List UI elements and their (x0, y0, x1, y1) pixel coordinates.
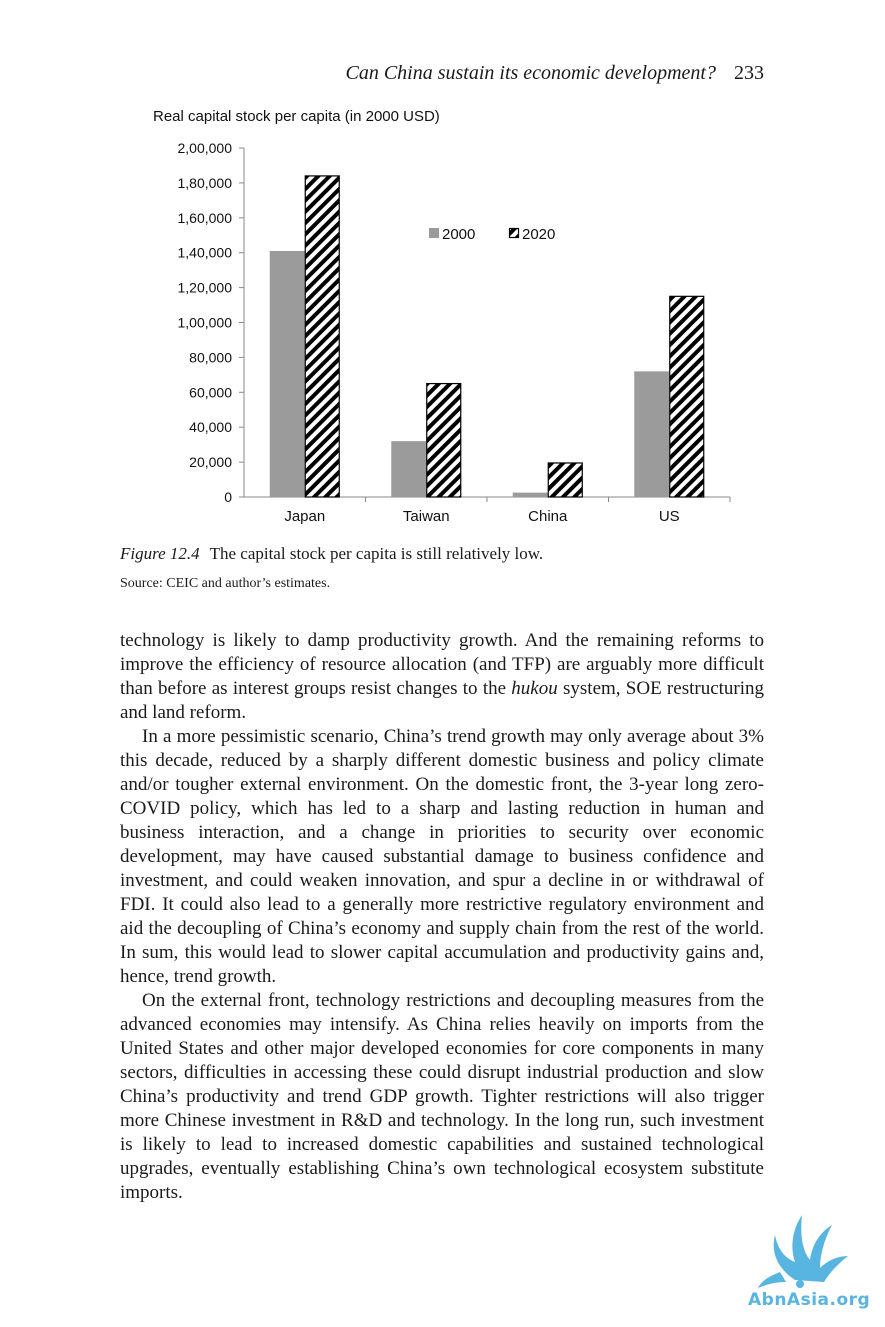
paragraph-1-end: system, SOE restructuring and land refor… (120, 678, 765, 723)
bar-2020-china (547, 462, 583, 498)
bar-2000-us (634, 371, 670, 497)
bird-logo-icon (758, 1215, 848, 1288)
y-tick-label: 60,000 (189, 384, 232, 400)
paragraph-1: technology is likely to damp productivit… (120, 629, 764, 725)
bar-chart: Real capital stock per capita (in 2000 U… (153, 108, 731, 525)
figure-source: Source: CEIC and author’s estimates. (120, 576, 331, 591)
bars (269, 175, 705, 498)
x-tick-label: Taiwan (403, 508, 450, 525)
bar-2020-us (669, 295, 705, 498)
x-tick-label: US (659, 508, 680, 525)
y-tick-label: 40,000 (189, 419, 232, 435)
y-tick-label: 2,00,000 (178, 140, 233, 156)
watermark-text: AbnAsia.org (748, 1290, 871, 1310)
running-header: Can China sustain its economic developme… (120, 62, 764, 85)
legend-label-2000: 2000 (442, 226, 475, 243)
bar-2000-japan (269, 250, 305, 497)
watermark: AbnAsia.org (740, 1210, 885, 1320)
x-tick-label: China (528, 508, 568, 525)
bar-2020-japan (304, 175, 340, 498)
chart-title: Real capital stock per capita (in 2000 U… (153, 108, 440, 125)
figure-chart: Real capital stock per capita (in 2000 U… (120, 100, 760, 540)
y-axis: 0 20,000 40,000 60,000 80,000 1,00,000 1,20,00… (178, 140, 245, 505)
y-tick-label: 1,60,000 (178, 210, 233, 226)
x-tick-label: Japan (284, 508, 325, 525)
figure-caption-text: The capital stock per capita is still re… (209, 544, 544, 563)
y-tick-label: 1,00,000 (178, 315, 233, 331)
y-tick-label: 20,000 (189, 454, 232, 470)
paragraph-1-emphasis: hukou (511, 678, 558, 699)
paragraph-3: On the external front, technology restri… (120, 990, 764, 1203)
bar-2020-taiwan (426, 382, 462, 498)
y-tick-label: 0 (224, 489, 232, 505)
legend: 2000 2020 (429, 226, 555, 243)
figure-caption: Figure 12.4 The capital stock per capita… (120, 544, 764, 564)
y-tick-label: 80,000 (189, 349, 232, 365)
legend-swatch-2000 (429, 228, 439, 238)
legend-swatch-2020 (508, 227, 520, 239)
legend-label-2020: 2020 (522, 226, 555, 243)
paragraph-2: In a more pessimistic scenario, China’s … (120, 726, 764, 987)
y-tick-label: 1,80,000 (178, 175, 233, 191)
page-number: 233 (734, 62, 764, 84)
bar-2000-taiwan (391, 441, 427, 497)
x-axis: Japan Taiwan China US (244, 496, 731, 525)
paragraph-1-text: technology is likely to damp productivit… (120, 630, 764, 699)
figure-label: Figure 12.4 (120, 544, 200, 563)
bar-2000-china (512, 492, 548, 497)
body-text: technology is likely to damp productivit… (120, 629, 764, 1205)
y-tick-label: 1,40,000 (178, 245, 233, 261)
running-header-title: Can China sustain its economic developme… (345, 62, 716, 84)
y-tick-label: 1,20,000 (178, 280, 233, 296)
